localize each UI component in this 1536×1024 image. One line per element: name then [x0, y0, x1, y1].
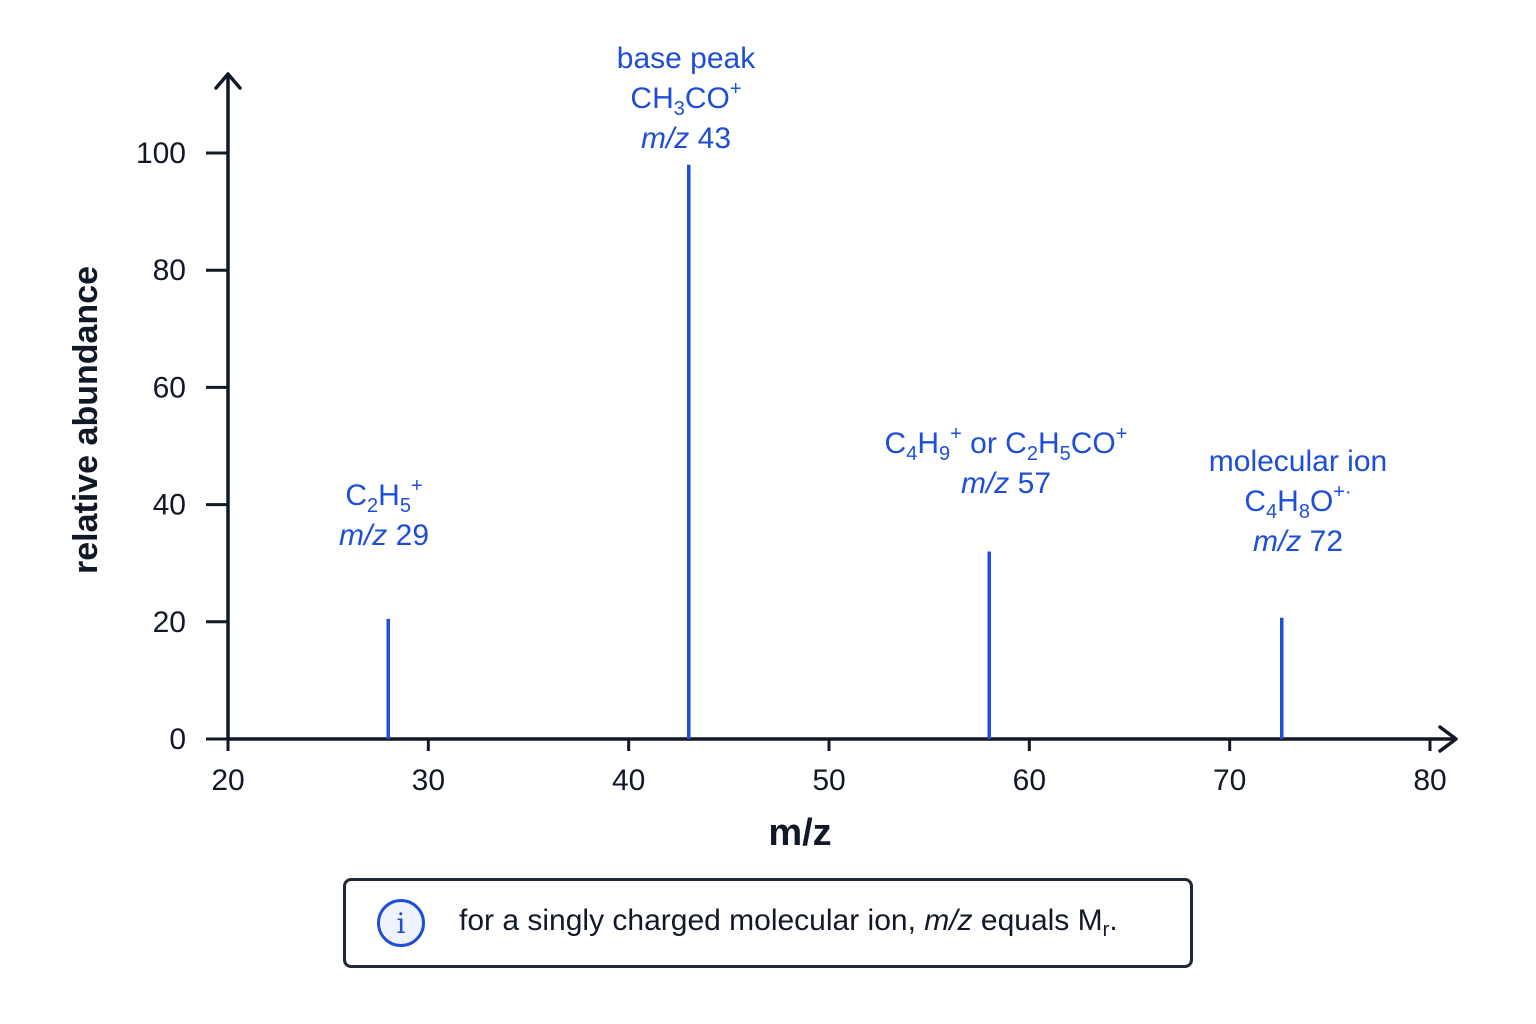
subscript: 5: [1060, 443, 1071, 465]
ticks: 20 30 40 50 60 70 80 0 20 40 60 80 100: [136, 137, 1447, 797]
y-tick-label: 80: [153, 254, 186, 287]
annotation-text: m/z: [1253, 525, 1301, 558]
superscript: +: [950, 423, 962, 445]
peak-annotation-line: m/z 29: [339, 519, 429, 552]
annotation-text: H: [1038, 427, 1060, 460]
peak-annotation-line: m/z 57: [961, 467, 1051, 500]
x-axis-arrow-icon: [1438, 725, 1458, 753]
subscript: 2: [1027, 443, 1038, 465]
y-tick-label: 100: [136, 137, 186, 170]
superscript: +: [1116, 423, 1128, 445]
y-axis-arrow-icon: [214, 72, 242, 90]
annotation-text: 57: [1009, 467, 1051, 500]
superscript: +: [730, 78, 742, 100]
annotation-text: 43: [689, 122, 731, 155]
peak-annotation-line: C4​H8​O+·​: [1244, 481, 1351, 523]
info-note-text: for a singly charged molecular ion, m/z …: [459, 904, 1118, 942]
note-text-after: equals M: [972, 904, 1103, 937]
annotation-text: 29: [387, 519, 429, 552]
info-icon-glyph: i: [396, 906, 406, 940]
subscript: 4: [1266, 501, 1277, 523]
annotation-text: 72: [1301, 525, 1343, 558]
y-tick-label: 60: [153, 371, 186, 404]
annotation-text: CH: [630, 82, 673, 115]
y-tick-label: 0: [169, 723, 186, 756]
axes: [214, 72, 1458, 753]
annotation-text: or C: [962, 427, 1027, 460]
annotation-text: CO: [685, 82, 730, 115]
note-text-italic: m/z: [924, 904, 973, 937]
annotation-text: H: [1277, 485, 1299, 518]
peak-annotation-line: base peak: [617, 42, 756, 75]
annotation-text: H: [917, 427, 939, 460]
note-text-before: for a singly charged molecular ion,: [459, 904, 925, 937]
annotation-text: molecular ion: [1209, 445, 1387, 478]
annotation-text: CO: [1071, 427, 1116, 460]
peak-annotation-line: C4​H9​+​ or C2​H5​CO+​: [885, 423, 1128, 465]
x-axis-title: m/z: [768, 812, 831, 854]
annotation-text: C: [885, 427, 907, 460]
x-tick-label: 30: [412, 764, 445, 797]
peak-annotation-line: C2​H5​+​: [345, 475, 422, 517]
subscript: 2: [367, 495, 378, 517]
x-tick-label: 70: [1213, 764, 1246, 797]
subscript: 9: [939, 443, 950, 465]
note-text-end: .: [1109, 904, 1118, 937]
x-tick-label: 40: [612, 764, 645, 797]
x-tick-label: 50: [812, 764, 845, 797]
info-icon: i: [377, 899, 425, 947]
annotation-text: m/z: [961, 467, 1009, 500]
x-tick-label: 60: [1013, 764, 1046, 797]
subscript: 4: [906, 443, 917, 465]
peaks: [386, 164, 1284, 739]
annotation-text: m/z: [339, 519, 387, 552]
annotation-text: H: [378, 479, 400, 512]
y-tick-label: 40: [153, 489, 186, 522]
peak-annotation-line: CH3​CO+​: [630, 78, 741, 120]
subscript: 8: [1299, 501, 1310, 523]
peak-annotation: C2​H5​+​m/z 29: [339, 475, 429, 552]
peak-annotation-line: m/z 72: [1253, 525, 1343, 558]
peak-annotation: C4​H9​+​ or C2​H5​CO+​m/z 57: [885, 423, 1128, 500]
x-tick-label: 80: [1413, 764, 1446, 797]
info-note: i for a singly charged molecular ion, m/…: [343, 878, 1193, 968]
annotation-text: C: [345, 479, 367, 512]
peak-annotation-line: m/z 43: [641, 122, 731, 155]
superscript: +: [411, 475, 423, 497]
peak-annotation-line: molecular ion: [1209, 445, 1387, 478]
subscript: 5: [400, 495, 411, 517]
y-tick-label: 20: [153, 606, 186, 639]
y-axis-title: relative abundance: [67, 266, 105, 574]
x-tick-label: 20: [211, 764, 244, 797]
annotation-text: C: [1244, 485, 1266, 518]
note-text-sub: r: [1102, 919, 1110, 941]
annotation-text: base peak: [617, 42, 756, 75]
superscript: +·: [1333, 481, 1351, 503]
subscript: 3: [674, 98, 685, 120]
annotation-text: O: [1310, 485, 1333, 518]
annotation-text: m/z: [641, 122, 689, 155]
